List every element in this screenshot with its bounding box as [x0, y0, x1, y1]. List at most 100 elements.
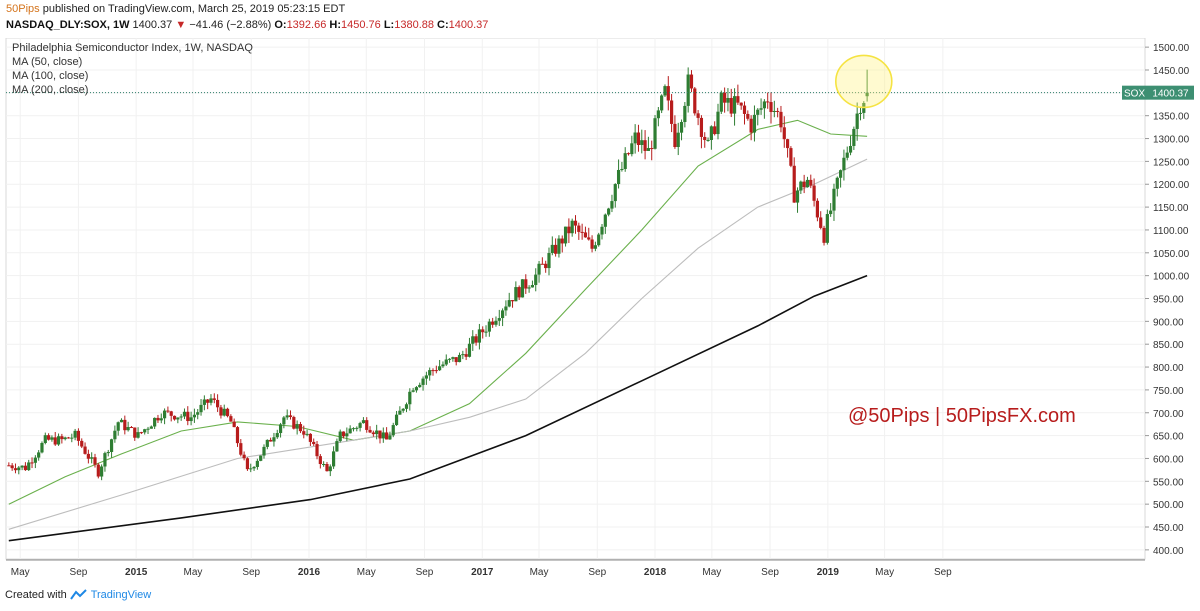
- candle-body: [166, 410, 170, 412]
- candle-body: [544, 263, 548, 269]
- candle-body: [557, 238, 561, 254]
- y-tick-label: 450.00: [1153, 523, 1184, 534]
- candle-body: [338, 431, 342, 442]
- candle-body: [739, 102, 743, 106]
- candle-body: [742, 105, 747, 114]
- y-tick-label: 750.00: [1153, 386, 1184, 397]
- candle-body: [113, 430, 117, 440]
- candle-body: [126, 427, 130, 431]
- y-tick-label: 500.00: [1153, 500, 1184, 511]
- candle-body: [229, 416, 233, 422]
- candle-body: [318, 456, 322, 465]
- candle-body: [457, 354, 462, 363]
- low-label: L:: [383, 19, 395, 31]
- created-with-text: Created with: [5, 589, 67, 601]
- candle-body: [477, 329, 481, 343]
- candle-body: [583, 232, 588, 238]
- y-tick-label: 1000.00: [1153, 272, 1190, 283]
- candle-body: [825, 214, 829, 243]
- candle-body: [358, 423, 362, 428]
- x-tick-label: Sep: [70, 567, 88, 578]
- candle-body: [656, 110, 660, 119]
- candle-body: [779, 111, 783, 128]
- candle-body: [776, 110, 780, 112]
- candle-body: [616, 169, 621, 185]
- candle-body: [474, 336, 478, 343]
- y-tick-label: 1050.00: [1153, 249, 1190, 260]
- candle-body: [109, 439, 114, 452]
- candle-body: [852, 128, 856, 146]
- candle-body: [570, 220, 574, 234]
- candle-body: [414, 387, 419, 391]
- y-tick-label: 550.00: [1153, 477, 1184, 488]
- candle-body: [249, 468, 253, 470]
- candle-body: [431, 370, 435, 372]
- candle-body: [646, 148, 651, 151]
- candle-body: [33, 457, 37, 463]
- candle-body: [315, 444, 319, 457]
- candle-body: [23, 465, 28, 471]
- candle-body: [441, 364, 445, 367]
- candle-body: [328, 466, 332, 472]
- candle-body: [756, 109, 760, 115]
- candle-body: [686, 74, 690, 106]
- candle-body: [696, 113, 700, 118]
- candle-body: [371, 432, 375, 435]
- candle-body: [547, 253, 551, 269]
- candle-body: [607, 208, 611, 215]
- candle-body: [550, 244, 554, 254]
- highlight-circle: [835, 54, 893, 109]
- price-chart[interactable]: 400.00 450.00 500.00 550.00 600.00 650.00 700.…: [0, 38, 1200, 586]
- candle-body: [497, 318, 501, 321]
- candle-body: [116, 422, 120, 431]
- candle-body: [517, 287, 521, 298]
- y-tick-label: 650.00: [1153, 432, 1184, 443]
- candle-body: [620, 168, 624, 170]
- candle-body: [288, 415, 293, 418]
- candle-body: [759, 108, 763, 110]
- candle-body: [242, 454, 246, 459]
- candle-body: [172, 415, 177, 420]
- candle-body: [812, 185, 816, 201]
- candle-body: [325, 464, 329, 472]
- candle-body: [252, 466, 256, 469]
- candle-body: [401, 408, 405, 411]
- candle-body: [312, 441, 316, 445]
- candle-body: [239, 443, 243, 455]
- y-tick-label: 600.00: [1153, 454, 1184, 465]
- close-label: C:: [437, 19, 449, 31]
- last-price-box: [1147, 85, 1194, 100]
- candle-body: [17, 467, 21, 471]
- candle-body: [693, 88, 697, 114]
- candle-body: [10, 465, 14, 469]
- open-label: O:: [274, 19, 287, 31]
- candle-body: [699, 117, 704, 137]
- candle-body: [795, 190, 800, 203]
- candle-body: [772, 110, 776, 113]
- y-tick-label: 1150.00: [1153, 203, 1189, 214]
- candle-body: [729, 97, 733, 114]
- candle-body: [156, 417, 160, 421]
- x-tick-label: Sep: [416, 567, 434, 578]
- candle-body: [169, 411, 173, 416]
- candle-body: [378, 430, 382, 439]
- candle-body: [805, 179, 810, 188]
- candle-body: [643, 140, 647, 151]
- candle-body: [444, 359, 448, 365]
- candle-body: [235, 427, 240, 444]
- publisher-name[interactable]: 50Pips: [6, 3, 40, 15]
- candle-body: [424, 375, 428, 379]
- y-tick-label: 1500.00: [1153, 43, 1190, 54]
- y-tick-label: 1300.00: [1153, 135, 1190, 146]
- candle-body: [454, 357, 458, 363]
- candle-body: [630, 143, 634, 155]
- tradingview-brand[interactable]: TradingView: [90, 589, 152, 601]
- candle-body: [80, 440, 84, 447]
- candle-body: [129, 427, 134, 429]
- candle-body: [451, 357, 455, 359]
- candle-body: [623, 153, 627, 169]
- candle-body: [404, 404, 409, 409]
- candle-body: [182, 411, 187, 417]
- candle-body: [769, 102, 773, 113]
- tradingview-logo-icon: [70, 589, 87, 600]
